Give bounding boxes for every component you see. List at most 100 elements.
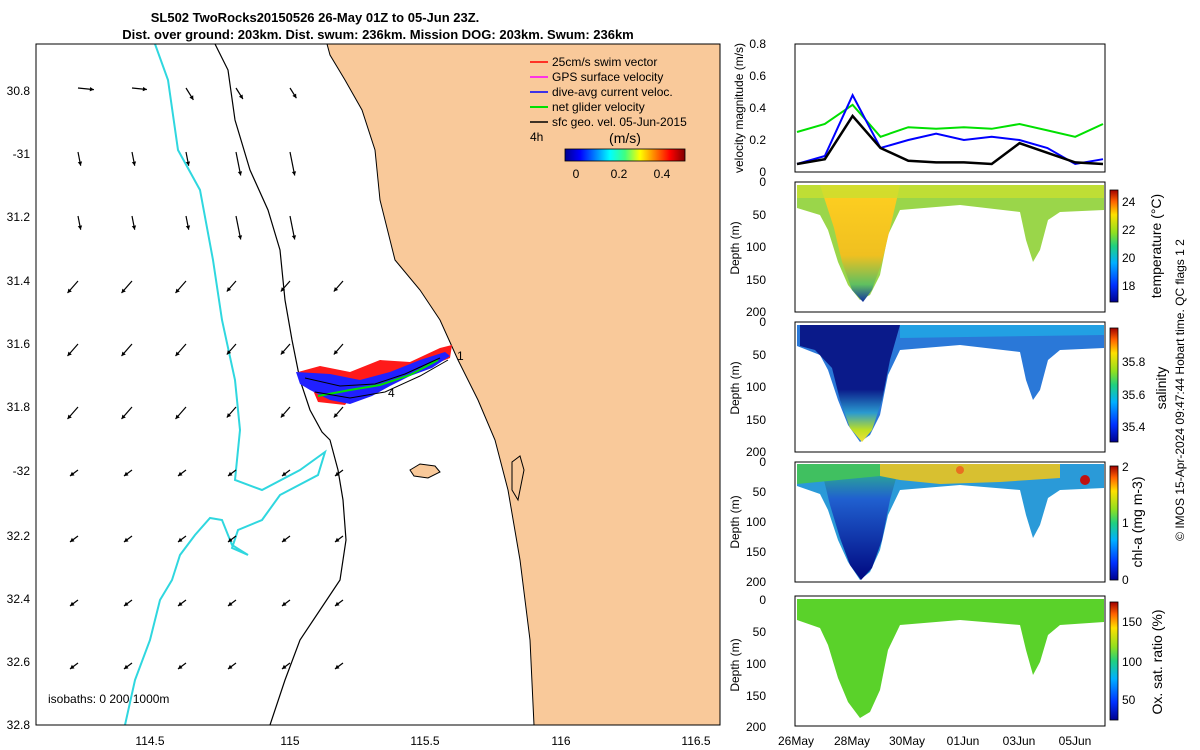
- temp-y-tick: 0: [759, 175, 766, 189]
- map-y-tick: 31.8: [7, 400, 31, 414]
- sal-cb-tick: 35.4: [1122, 420, 1146, 434]
- oxygen-field: [797, 599, 1104, 718]
- velocity-arrow: [289, 215, 296, 240]
- time-x-tick: 26May: [778, 734, 814, 748]
- sal-cb-tick: 35.8: [1122, 355, 1146, 369]
- chla-patch: [1080, 475, 1090, 485]
- velocity-arrowhead: [121, 288, 126, 293]
- velocity-arrowhead: [175, 288, 180, 293]
- map-x-ticks: 114.5 115 115.5 116 116.5: [135, 734, 710, 748]
- velocity-arrowhead: [178, 664, 183, 669]
- map-y-tick: 31.4: [7, 274, 31, 288]
- ox-y-tick: 0: [759, 593, 766, 607]
- isobath-200m: [124, 44, 327, 725]
- velocity-arrowhead: [282, 601, 287, 606]
- time-x-tick: 05Jun: [1059, 734, 1092, 748]
- map-frame: [35, 43, 721, 726]
- velocity-arrowhead: [178, 537, 183, 542]
- temp-y-label: Depth (m): [728, 221, 742, 274]
- colorbar-tick: 0.2: [611, 167, 628, 181]
- chla-section: 0 50 100 150 200 Depth (m) 0 1 2 chl-a (…: [728, 455, 1145, 589]
- velocity-arrowhead: [226, 413, 232, 418]
- time-x-tick: 01Jun: [947, 734, 980, 748]
- salinity-section: 0 50 100 150 200 Depth (m) 35.4 35.6 35.…: [728, 315, 1169, 459]
- oxygen-section: 0 50 100 150 200 Depth (m) 50 100 150 Ox…: [728, 593, 1165, 748]
- sal-cb-label: salinity: [1153, 367, 1169, 410]
- velocity-chart: 0 0.2 0.4 0.6 0.8 velocity magnitude (m/…: [732, 37, 1106, 179]
- track-black: [304, 357, 449, 399]
- velocity-arrowhead: [333, 287, 339, 292]
- chla-core: [820, 464, 900, 580]
- velocity-arrowhead: [131, 225, 137, 230]
- chl-y-tick: 200: [746, 575, 766, 589]
- sal-y-tick: 100: [746, 380, 766, 394]
- sal-y-tick: 200: [746, 445, 766, 459]
- title-line-2: Dist. over ground: 203km. Dist. swum: 23…: [122, 27, 634, 42]
- map-y-tick: -31: [13, 147, 31, 161]
- footer-credit: © IMOS 15-Apr-2024 09:47:44 Hobart time.…: [1173, 239, 1187, 541]
- temp-cb-tick: 24: [1122, 195, 1136, 209]
- velocity-arrowhead: [282, 664, 287, 669]
- vel-y-tick: 0: [759, 165, 766, 179]
- velocity-series: [796, 92, 1104, 166]
- legend-label-dive: dive-avg current veloc.: [552, 85, 673, 99]
- velocity-series-line: [796, 103, 1104, 138]
- velocity-arrowhead: [228, 664, 233, 669]
- speed-colorbar: [564, 148, 686, 162]
- velocity-arrowhead: [282, 471, 287, 476]
- temp-y-tick: 150: [746, 273, 766, 287]
- chla-surface-green: [797, 464, 880, 484]
- velocity-arrowhead: [124, 601, 129, 606]
- vel-y-tick: 0.4: [749, 101, 766, 115]
- ox-cb-tick: 100: [1122, 655, 1142, 669]
- velocity-arrowhead: [67, 288, 72, 293]
- salinity-surface: [900, 325, 1104, 338]
- velocity-arrow: [235, 151, 242, 176]
- velocity-arrow: [289, 151, 296, 176]
- velocity-arrowhead: [70, 537, 75, 542]
- velocity-arrowhead: [228, 537, 233, 542]
- dive-avg-current-blue: [296, 352, 450, 404]
- net-glider-green: [317, 359, 439, 397]
- map-panel: 1 4 114.5 115 115.5 116 116.5 30.8 -31 3…: [7, 43, 721, 748]
- map-x-tick: 115: [280, 734, 299, 748]
- sal-y-tick: 0: [759, 315, 766, 329]
- velocity-arrowhead: [280, 287, 286, 292]
- map-legend: 25cm/s swim vector GPS surface velocity …: [530, 55, 687, 181]
- velocity-arrowhead: [291, 171, 297, 176]
- vel-y-label: velocity magnitude (m/s): [732, 43, 746, 173]
- velocity-arrowhead: [189, 95, 194, 100]
- velocity-arrow: [235, 215, 242, 240]
- velocity-arrowhead: [124, 471, 129, 476]
- chl-y-tick: 50: [753, 485, 767, 499]
- sal-cb-tick: 35.6: [1122, 388, 1146, 402]
- chl-cb-tick: 2: [1122, 460, 1129, 474]
- salinity-core: [800, 325, 900, 442]
- time-x-tick: 03Jun: [1003, 734, 1036, 748]
- title-line-1: SL502 TwoRocks20150526 26-May 01Z to 05-…: [151, 10, 480, 25]
- vel-y-tick: 0.2: [749, 133, 766, 147]
- salinity-colorbar: [1109, 327, 1119, 443]
- sal-y-tick: 150: [746, 413, 766, 427]
- velocity-arrowhead: [131, 161, 137, 166]
- temperature-warm-core: [820, 185, 900, 302]
- temp-y-tick: 100: [746, 240, 766, 254]
- map-x-tick: 114.5: [135, 734, 164, 748]
- velocity-arrowhead: [77, 225, 83, 230]
- velocity-arrowhead: [335, 601, 340, 606]
- map-x-tick: 115.5: [410, 734, 439, 748]
- garden-island: [511, 455, 525, 502]
- land-area: [326, 44, 720, 725]
- velocity-arrowhead: [124, 537, 129, 542]
- velocity-arrowhead: [77, 161, 83, 166]
- legend-label-net: net glider velocity: [552, 100, 645, 114]
- temp-cb-tick: 22: [1122, 223, 1136, 237]
- surface-velocity-arrows: [67, 86, 344, 670]
- velocity-arrowhead: [67, 351, 72, 356]
- map-x-tick: 116.5: [681, 734, 710, 748]
- map-y-tick: 32.2: [7, 529, 31, 543]
- rottnest-island: [409, 463, 441, 479]
- velocity-arrowhead: [124, 664, 129, 669]
- temp-cb-tick: 18: [1122, 279, 1136, 293]
- chl-cb-tick: 1: [1122, 516, 1129, 530]
